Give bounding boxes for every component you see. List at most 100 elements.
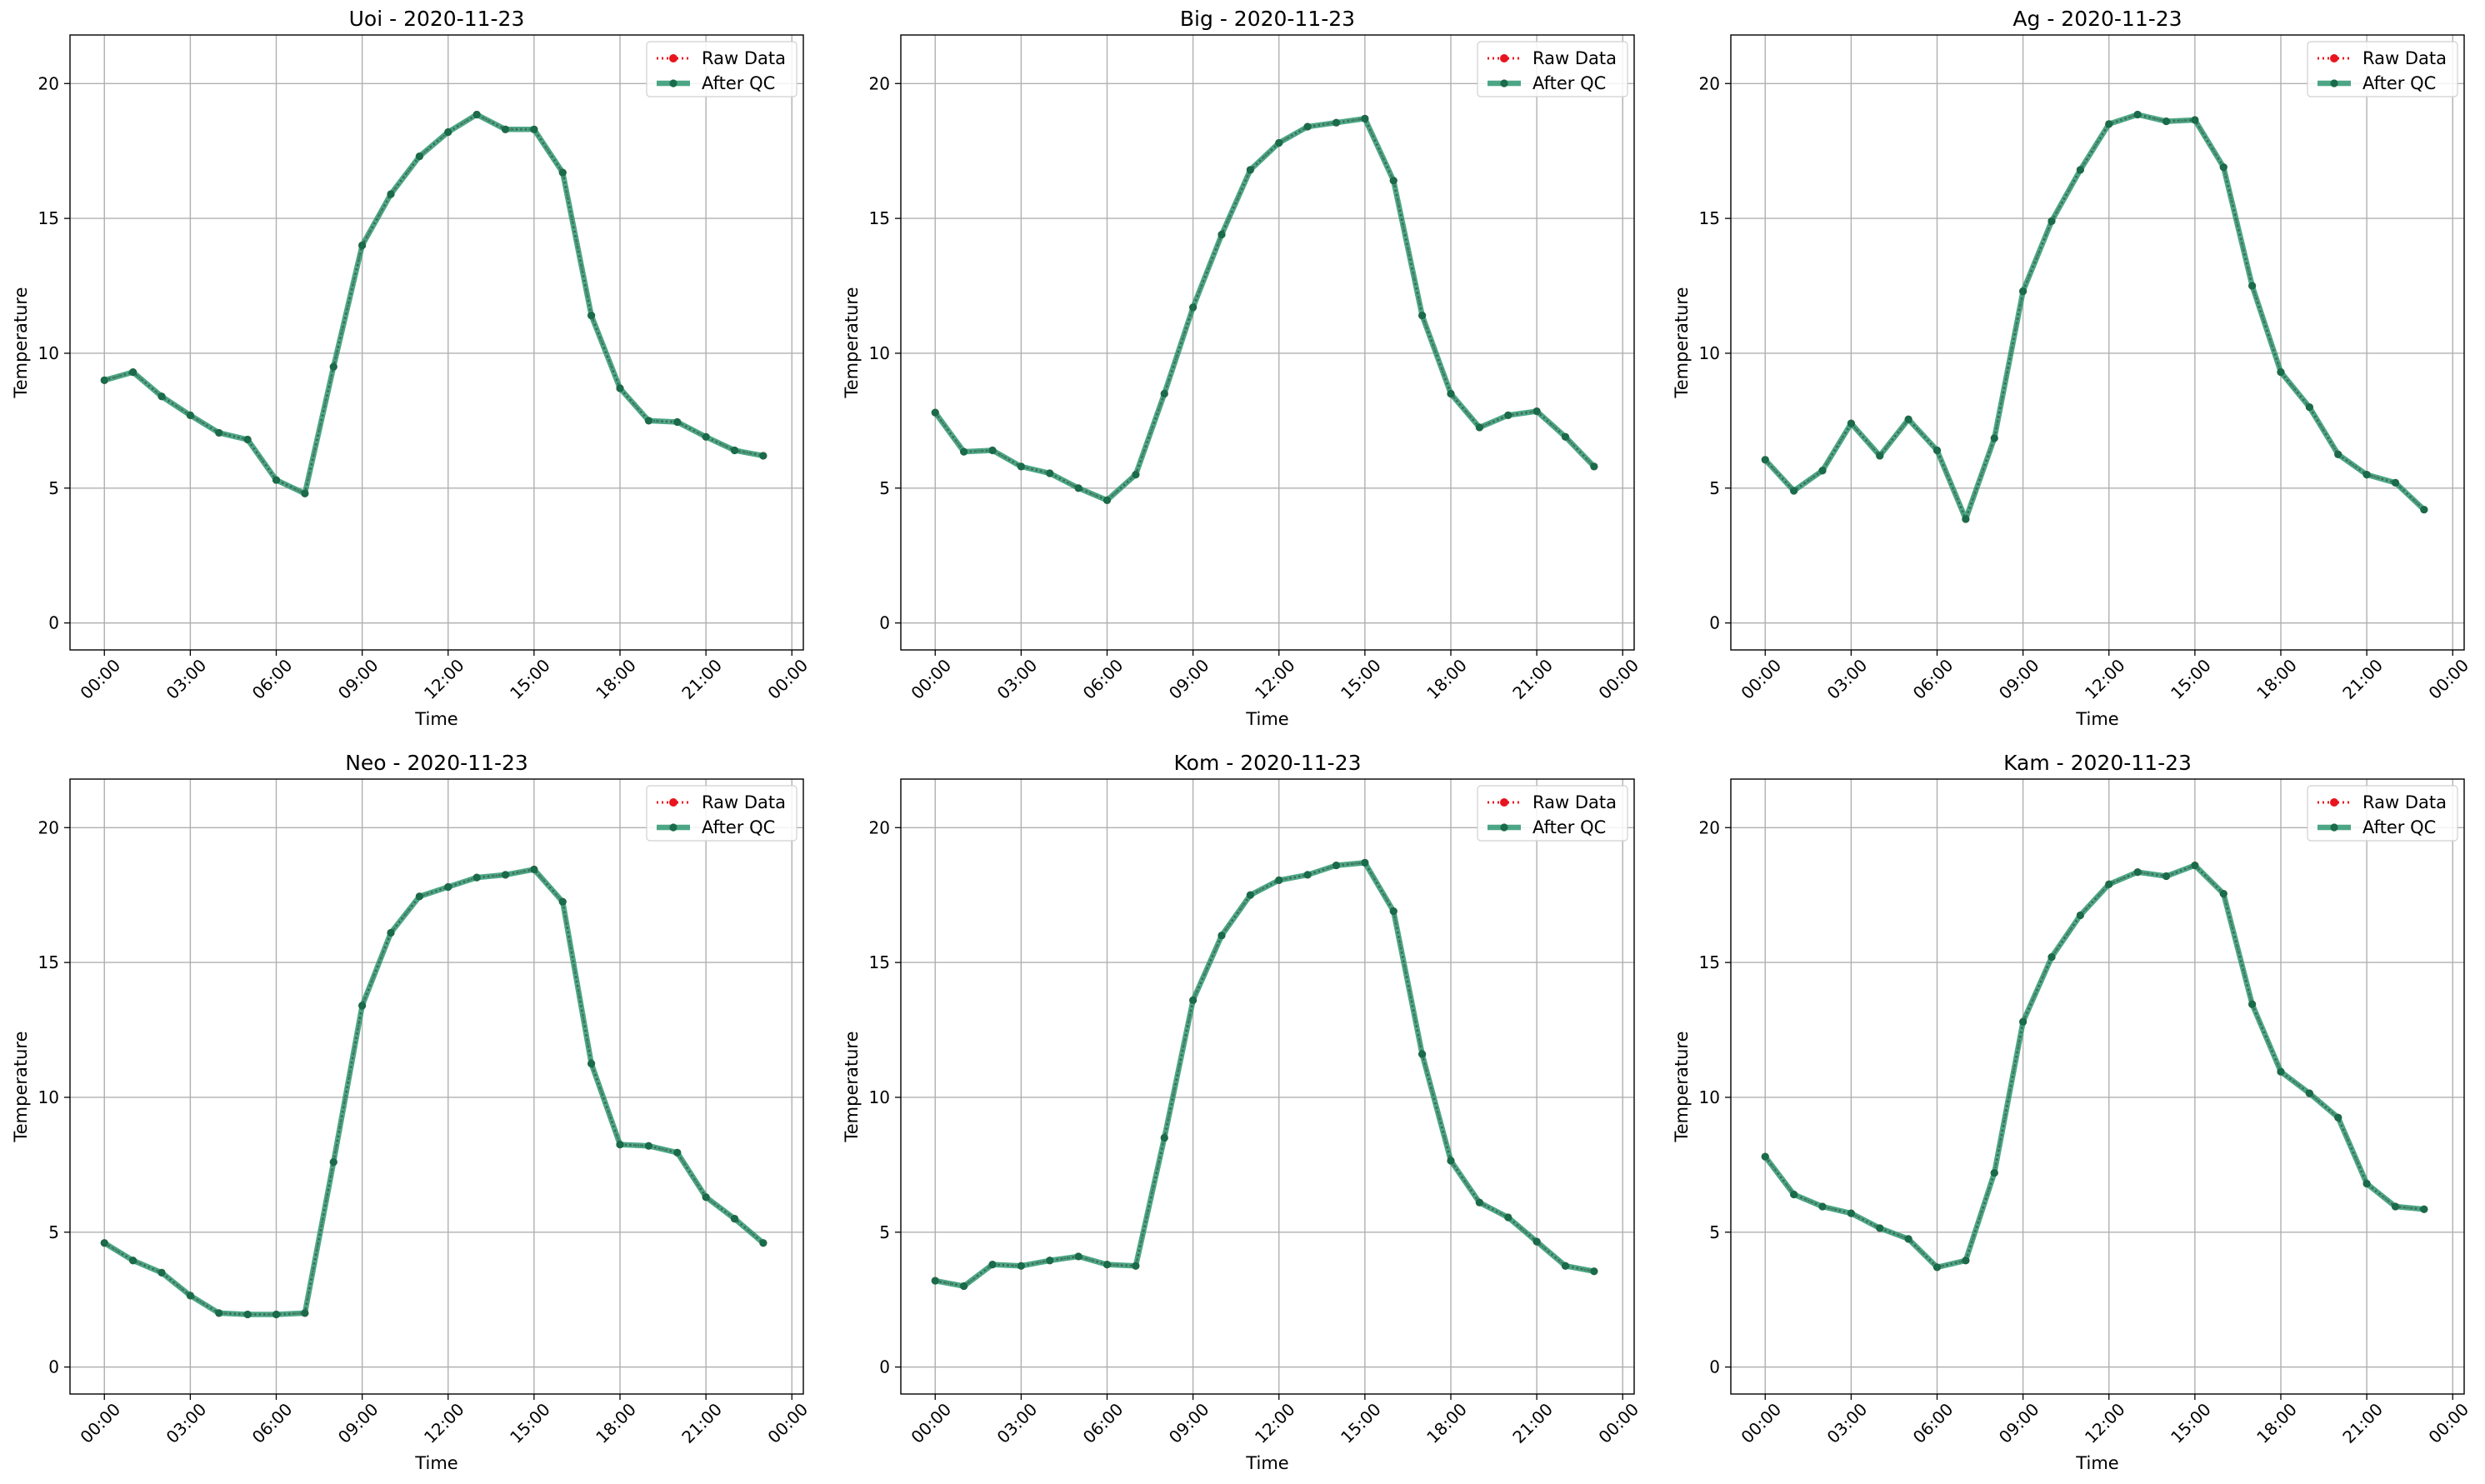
x-tick-label: 18:00 xyxy=(1422,1399,1471,1447)
data-point-qc xyxy=(673,417,682,427)
series-line-after-qc xyxy=(1762,112,2427,522)
data-point-qc xyxy=(243,1310,252,1319)
data-point-qc xyxy=(100,376,108,384)
data-point-qc xyxy=(2420,1205,2428,1213)
data-point-qc xyxy=(1418,1050,1427,1058)
data-point-qc xyxy=(501,125,510,133)
data-point-qc xyxy=(1246,891,1254,899)
axes-frame xyxy=(900,34,1635,651)
series-line-overlay xyxy=(1764,864,2424,1268)
chart-panel-5: Kam - 2020-11-23 00:00 03:00 06:00 09:00 12:0… xyxy=(1672,751,2472,1473)
data-point-qc xyxy=(702,432,710,441)
legend-label-qc: After QC xyxy=(702,73,775,93)
y-tick-label: 10 xyxy=(869,1087,890,1107)
data-point-qc xyxy=(588,312,596,320)
x-tick-label: 09:00 xyxy=(1995,655,2043,703)
y-tick-label: 0 xyxy=(879,1357,890,1377)
legend-marker-raw xyxy=(2330,54,2338,62)
data-point-qc xyxy=(1160,1133,1168,1142)
data-point-qc xyxy=(2048,953,2056,962)
y-tick-label: 10 xyxy=(1699,343,1720,363)
x-tick-label: 18:00 xyxy=(2252,655,2301,703)
legend-marker-raw xyxy=(669,798,678,807)
x-tick-label: 15:00 xyxy=(1337,1399,1385,1447)
x-tick-label: 21:00 xyxy=(2338,1399,2387,1447)
data-point-qc xyxy=(1532,407,1541,416)
y-tick-label: 10 xyxy=(869,343,890,363)
data-point-qc xyxy=(1074,1252,1082,1261)
x-axis-label: Time xyxy=(414,709,458,729)
axes-frame xyxy=(69,778,804,1395)
series-line-overlay xyxy=(934,117,1595,502)
data-point-qc xyxy=(2277,1067,2285,1076)
data-point-qc xyxy=(2334,1113,2342,1122)
chart-panel-0: Uoi - 2020-11-23 00:00 03:00 06:00 09:00 12:0… xyxy=(11,7,812,729)
data-point-qc xyxy=(1389,907,1398,916)
y-tick-label: 5 xyxy=(48,1222,59,1242)
data-point-qc xyxy=(1590,462,1598,471)
data-point-qc xyxy=(1561,1262,1570,1270)
data-point-qc xyxy=(530,125,538,133)
data-point-qc xyxy=(1932,446,1942,455)
data-point-qc xyxy=(1561,432,1570,441)
legend-label-raw: Raw Data xyxy=(2362,792,2447,812)
legend: Raw Data After QC xyxy=(646,41,798,97)
series-line-overlay xyxy=(935,862,1595,1287)
data-point-qc xyxy=(960,1282,968,1291)
x-axis-label: Time xyxy=(2075,1453,2118,1473)
data-point-qc xyxy=(215,428,223,437)
data-point-qc xyxy=(1790,487,1798,495)
data-point-qc xyxy=(644,417,652,425)
legend-label-raw: Raw Data xyxy=(1532,792,1617,812)
series-line-overlay xyxy=(1764,113,2425,522)
x-axis-label: Time xyxy=(1245,709,1288,729)
legend-label-qc: After QC xyxy=(2362,817,2436,837)
data-point-qc xyxy=(2391,478,2400,487)
data-point-qc xyxy=(2305,403,2313,412)
data-point-qc xyxy=(1876,1224,1884,1232)
x-tick-label: 18:00 xyxy=(592,1399,640,1447)
x-tick-label: 09:00 xyxy=(1165,1399,1213,1447)
axes-frame xyxy=(1730,778,2465,1395)
data-point-qc xyxy=(1332,861,1341,870)
data-point-qc xyxy=(1447,1157,1455,1165)
data-point-qc xyxy=(1504,1213,1512,1222)
x-tick-label: 15:00 xyxy=(1337,655,1385,703)
data-point-qc xyxy=(2162,872,2171,881)
data-point-qc xyxy=(1990,434,1998,442)
data-point-qc xyxy=(129,1257,138,1265)
data-point-qc xyxy=(215,1309,223,1317)
x-tick-label: 12:00 xyxy=(1251,1399,1299,1447)
data-point-qc xyxy=(1218,230,1226,239)
data-point-qc xyxy=(1447,389,1455,398)
data-point-qc xyxy=(1189,996,1198,1005)
legend: Raw Data After QC xyxy=(2307,785,2458,842)
data-point-qc xyxy=(1904,415,1912,423)
data-point-qc xyxy=(1790,1190,1798,1199)
data-point-qc xyxy=(1074,484,1082,492)
legend-marker-raw xyxy=(2330,798,2338,807)
data-point-qc xyxy=(2133,868,2142,877)
data-point-qc xyxy=(673,1148,682,1157)
data-point-qc xyxy=(272,476,281,484)
y-tick-label: 20 xyxy=(1699,817,1720,837)
y-axis-label: Temperature xyxy=(842,287,862,398)
y-tick-label: 5 xyxy=(48,478,59,498)
data-point-qc xyxy=(1017,1262,1025,1270)
y-axis-label: Temperature xyxy=(1672,287,1692,398)
data-point-qc xyxy=(730,1215,739,1223)
y-tick-label: 15 xyxy=(38,952,59,972)
data-point-qc xyxy=(1275,876,1283,884)
data-point-qc xyxy=(2362,1179,2371,1188)
data-point-qc xyxy=(358,241,367,250)
data-point-qc xyxy=(588,1059,596,1068)
data-point-qc xyxy=(2019,287,2028,296)
data-point-qc xyxy=(2105,880,2113,888)
data-point-qc xyxy=(558,897,567,906)
chart-title: Neo - 2020-11-23 xyxy=(345,751,528,775)
data-point-qc xyxy=(931,1277,939,1285)
series-line-after-qc xyxy=(934,860,1595,1289)
chart-title: Big - 2020-11-23 xyxy=(1180,7,1355,31)
data-point-qc xyxy=(558,168,567,177)
data-point-qc xyxy=(1818,467,1827,475)
